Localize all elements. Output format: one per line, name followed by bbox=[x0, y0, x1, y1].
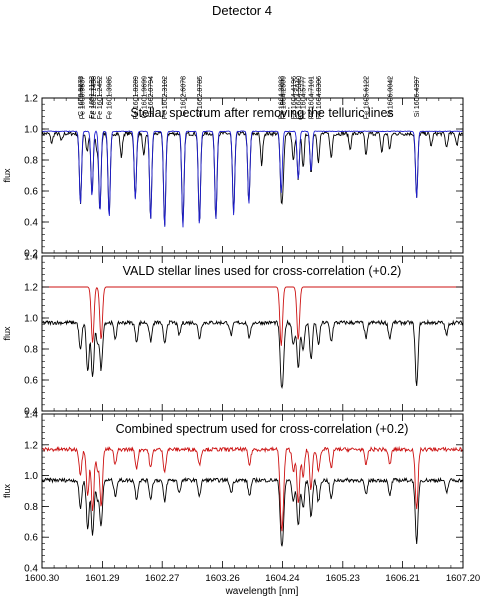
line-id-label: Si 1602.0794 bbox=[148, 76, 155, 117]
line-id-label: Si 1606.0042 bbox=[388, 76, 395, 117]
series-1-line bbox=[42, 319, 463, 389]
panel-title: Stellar spectrum after removing the tell… bbox=[130, 106, 393, 120]
x-tick-label: 1601.29 bbox=[85, 573, 119, 584]
y-tick-label: 1.4 bbox=[24, 410, 38, 421]
line-id-label: Fe 1601.1133 bbox=[89, 76, 96, 119]
series-1-line bbox=[42, 476, 463, 547]
y-axis-label: flux bbox=[2, 326, 12, 341]
x-axis-label: wavelength [nm] bbox=[225, 586, 299, 597]
series-2-line bbox=[42, 286, 463, 346]
x-tick-label: 1604.24 bbox=[265, 573, 299, 584]
panel-3-curves bbox=[42, 445, 463, 547]
y-tick-label: 0.6 bbox=[24, 376, 38, 387]
panel-2-curves bbox=[42, 286, 463, 389]
x-tick-label: 1602.27 bbox=[145, 573, 179, 584]
line-id-label: C 1602.6078 bbox=[180, 76, 187, 116]
y-axis-label: flux bbox=[2, 484, 12, 499]
panel-frame bbox=[41, 413, 464, 569]
y-tick-label: 0.4 bbox=[24, 407, 38, 418]
line-id-label: Cr 1601.9699 bbox=[141, 76, 148, 119]
line-id-label: Si 1606.4397 bbox=[414, 76, 421, 117]
panel-frame bbox=[41, 97, 464, 254]
y-tick-label: 1.2 bbox=[24, 94, 38, 105]
panel-3: 0.4 0.6 0.8 1.0 1.2 1.4 Combined spectrum used… bbox=[2, 410, 464, 575]
y-tick-label: 0.2 bbox=[24, 249, 38, 260]
series-2-line bbox=[42, 445, 463, 532]
y-tick-label: 1.2 bbox=[24, 283, 38, 294]
y-tick-label: 0.4 bbox=[24, 218, 38, 229]
y-tick-label: 0.8 bbox=[24, 345, 38, 356]
panel-frame bbox=[41, 255, 464, 412]
x-tick-label: 1607.20 bbox=[446, 573, 480, 584]
y-tick-label: 0.4 bbox=[24, 564, 38, 575]
figure-title: Detector 4 bbox=[212, 3, 272, 18]
x-tick-label: 1605.23 bbox=[326, 573, 360, 584]
panel-1: 0.2 0.4 0.6 0.8 1.0 1.2 Stellar spectrum after… bbox=[2, 94, 464, 260]
y-axis-label: flux bbox=[2, 168, 12, 183]
y-tick-label: 1.4 bbox=[24, 252, 38, 263]
y-tick-label: 1.0 bbox=[24, 125, 38, 136]
y-tick-label: 0.6 bbox=[24, 187, 38, 198]
y-tick-label: 0.8 bbox=[24, 502, 38, 513]
y-tick-label: 0.6 bbox=[24, 533, 38, 544]
spectrum-panels: 0.2 0.4 0.6 0.8 1.0 1.2 Stellar spectrum after… bbox=[2, 94, 480, 585]
y-tick-label: 0.8 bbox=[24, 156, 38, 167]
panel-title: VALD stellar lines used for cross-correl… bbox=[123, 264, 402, 278]
line-id-label: C 1600.9273 bbox=[78, 76, 85, 116]
line-id-label: Si 1602.8785 bbox=[197, 76, 204, 117]
y-tick-label: 1.0 bbox=[24, 314, 38, 325]
series-1-line bbox=[42, 130, 463, 226]
x-tick-label: 1600.30 bbox=[25, 573, 59, 584]
y-tick-label: 1.2 bbox=[24, 440, 38, 451]
panel-title: Combined spectrum used for cross-correla… bbox=[116, 422, 409, 436]
panel-2: 0.4 0.6 0.8 1.0 1.2 1.4 VALD stellar lines use… bbox=[2, 252, 464, 418]
panel-1-curves bbox=[42, 130, 463, 228]
y-tick-label: 1.0 bbox=[24, 471, 38, 482]
x-tick-label: 1606.21 bbox=[385, 573, 419, 584]
x-tick-label: 1603.26 bbox=[205, 573, 239, 584]
series-2-line bbox=[42, 130, 463, 228]
